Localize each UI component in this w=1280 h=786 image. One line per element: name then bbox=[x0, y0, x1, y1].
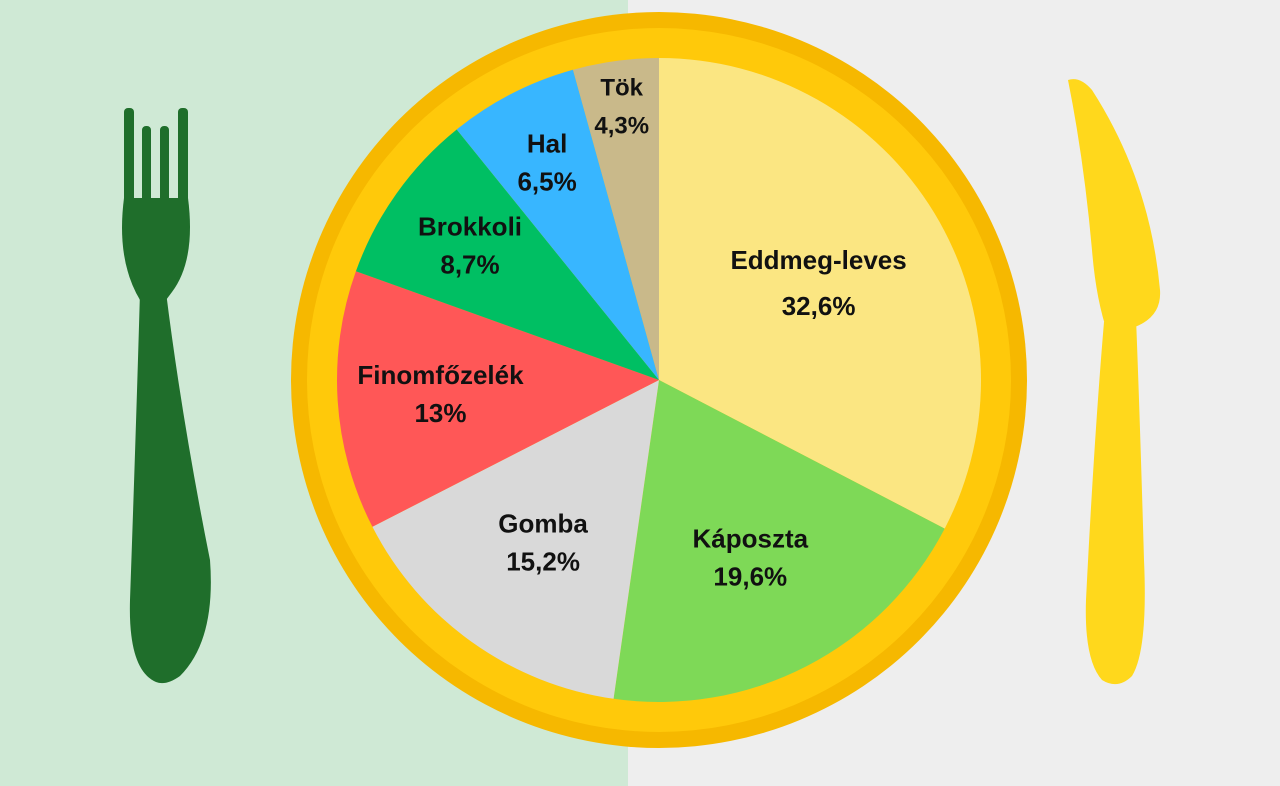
pie-slice-gomba bbox=[372, 380, 659, 699]
pie-slice-kaposzta bbox=[613, 380, 945, 703]
fork-icon bbox=[122, 108, 211, 684]
pie-slices bbox=[337, 58, 982, 703]
slice-value-kaposzta: 19,6% bbox=[713, 562, 787, 592]
slice-value-brokkoli: 8,7% bbox=[440, 250, 499, 280]
slice-value-gomba: 15,2% bbox=[506, 547, 580, 577]
pie-slice-tok bbox=[572, 58, 659, 380]
slice-label-kaposzta: Káposzta bbox=[693, 524, 809, 554]
knife-icon bbox=[1068, 79, 1161, 685]
slice-value-eddmeg-leves: 32,6% bbox=[782, 291, 856, 321]
pie-labels: Eddmeg-leves 32,6% Káposzta 19,6% Gomba 15,2%… bbox=[357, 75, 906, 592]
pie-slice-eddmeg-leves bbox=[659, 58, 982, 529]
slice-value-hal: 6,5% bbox=[517, 166, 576, 196]
slice-value-finomfozelek: 13% bbox=[414, 398, 466, 428]
pie-slice-brokkoli bbox=[355, 129, 659, 380]
slice-label-tok: Tök bbox=[600, 75, 643, 102]
slice-label-brokkoli: Brokkoli bbox=[418, 212, 522, 242]
pie-slice-hal bbox=[456, 69, 659, 380]
slice-label-finomfozelek: Finomfőzelék bbox=[357, 360, 524, 390]
slice-label-gomba: Gomba bbox=[498, 509, 588, 539]
slice-label-hal: Hal bbox=[527, 128, 567, 158]
pie-slice-finomfozelek bbox=[337, 271, 659, 527]
slice-value-tok: 4,3% bbox=[594, 113, 649, 140]
slice-label-eddmeg-leves: Eddmeg-leves bbox=[730, 245, 906, 275]
